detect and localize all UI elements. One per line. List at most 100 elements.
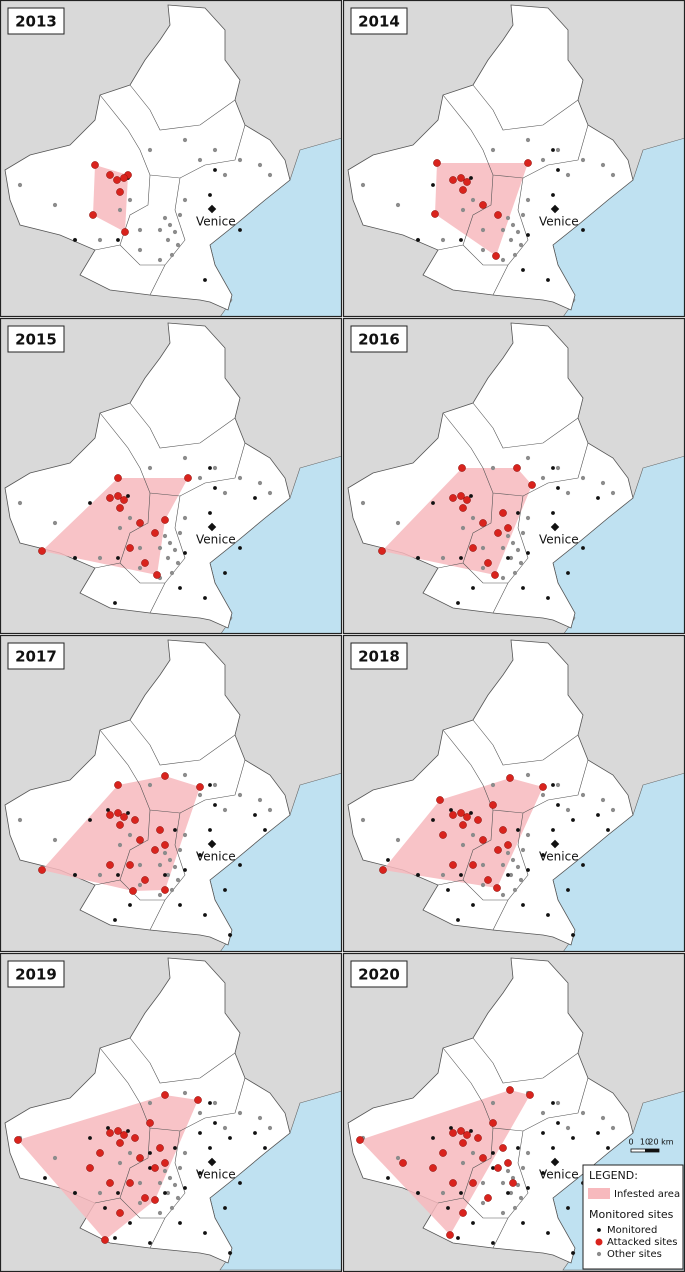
monitored-site (456, 1236, 460, 1240)
other-site (518, 560, 524, 566)
other-site (500, 862, 506, 868)
attacked-site (469, 861, 477, 869)
other-site (555, 1100, 561, 1106)
other-site (525, 772, 531, 778)
other-site (480, 1200, 486, 1206)
other-site (182, 1090, 188, 1096)
monitored-site (546, 1231, 550, 1235)
attacked-site (116, 821, 124, 829)
other-site (610, 1125, 616, 1131)
other-site (555, 782, 561, 788)
other-site (257, 797, 263, 803)
other-site (137, 545, 143, 551)
panel-border (0, 0, 343, 318)
year-label: 2020 (358, 966, 400, 984)
attacked-site (38, 866, 46, 874)
monitored-site (173, 1146, 177, 1150)
other-site (525, 197, 531, 203)
other-site (172, 547, 178, 553)
other-site (137, 247, 143, 253)
monitored-site (113, 601, 117, 605)
monitored-site (449, 808, 453, 812)
attacked-site (151, 1196, 159, 1204)
monitored-site (551, 828, 555, 832)
other-site (197, 792, 203, 798)
region (4, 4, 291, 311)
other-site (157, 862, 163, 868)
year-label: 2017 (15, 648, 57, 666)
monitored-site (178, 586, 182, 590)
attacked-site (458, 464, 466, 472)
attacked-site (120, 496, 128, 504)
attacked-site (151, 1164, 159, 1172)
province-border (94, 174, 151, 251)
monitored-site (253, 813, 257, 817)
monitored-site (148, 1241, 152, 1245)
monitored-site (178, 1221, 182, 1225)
attacked-site (151, 846, 159, 854)
year-box (7, 7, 65, 35)
year-label: 2014 (358, 13, 400, 31)
other-site (540, 157, 546, 163)
other-site (360, 182, 366, 188)
other-site (97, 1190, 103, 1196)
attacked-site (439, 831, 447, 839)
monitored-site (128, 1221, 132, 1225)
monitored-site (446, 1206, 450, 1210)
other-site (395, 520, 401, 526)
city-label: Venice (196, 215, 236, 229)
other-site (508, 1190, 514, 1196)
monitored-site (581, 546, 585, 550)
monitored-site (526, 551, 530, 555)
other-site (147, 465, 153, 471)
attacked-site (161, 1091, 169, 1099)
attacked-site (356, 1136, 364, 1144)
monitored-site (596, 496, 600, 500)
attacked-site (116, 188, 124, 196)
other-site (480, 247, 486, 253)
other-site (500, 575, 506, 581)
year-box (7, 642, 65, 670)
attacked-site (106, 811, 114, 819)
other-site (555, 147, 561, 153)
other-site (175, 1195, 181, 1201)
other-site (267, 807, 273, 813)
province-border (94, 1127, 151, 1204)
monitored-site (581, 228, 585, 232)
monitored-site (431, 818, 435, 822)
attacked-site (499, 509, 507, 517)
city-label: Venice (539, 850, 579, 864)
other-site (52, 1155, 58, 1161)
other-site (97, 872, 103, 878)
other-site (222, 490, 228, 496)
other-site (17, 182, 23, 188)
other-site (480, 227, 486, 233)
other-site (175, 560, 181, 566)
province-border (492, 812, 529, 931)
monitored-site (431, 1136, 435, 1140)
other-site (137, 862, 143, 868)
attacked-site (459, 186, 467, 194)
other-site (97, 555, 103, 561)
other-site (500, 892, 506, 898)
monitored-site (208, 828, 212, 832)
monitored-site (459, 873, 463, 877)
other-site (525, 137, 531, 143)
year-box (7, 960, 65, 988)
attacked-site (474, 1134, 482, 1142)
attacked-site (14, 1136, 22, 1144)
monitored-site (526, 233, 530, 237)
legend-title: LEGEND: (589, 1169, 638, 1182)
monitored-site (208, 1146, 212, 1150)
other-site (510, 857, 516, 863)
attacked-site (89, 211, 97, 219)
other-site (52, 202, 58, 208)
monitored-site (203, 596, 207, 600)
other-site (490, 147, 496, 153)
map-body: Venice (0, 0, 342, 317)
monitored-site (223, 888, 227, 892)
legend-marker (595, 1238, 603, 1246)
other-site (490, 1100, 496, 1106)
attacked-site (161, 1159, 169, 1167)
province-border (462, 1197, 508, 1219)
